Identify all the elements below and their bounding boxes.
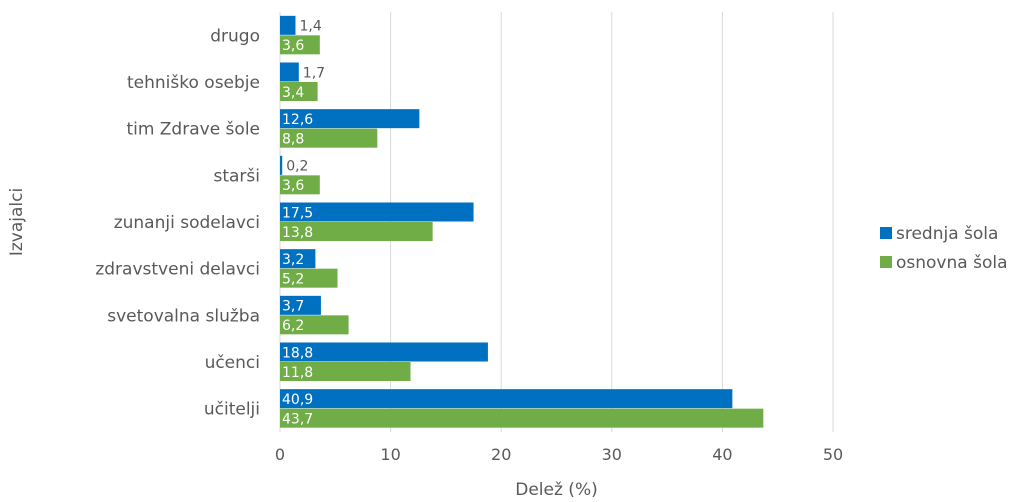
value-label: 0,2 bbox=[286, 159, 308, 175]
legend-label-1: osnovna šola bbox=[896, 253, 1008, 273]
bar-osnovna-2 bbox=[280, 128, 378, 148]
bar-osnovna-3 bbox=[280, 175, 320, 195]
bar-srednja-5 bbox=[280, 249, 316, 269]
bar-osnovna-1 bbox=[280, 82, 318, 101]
category-label: zdravstveni delavci bbox=[95, 260, 260, 280]
bar-osnovna-7 bbox=[280, 362, 411, 381]
category-label: starši bbox=[213, 166, 260, 186]
bar-osnovna-4 bbox=[280, 222, 433, 241]
x-tick-labels: 0 10 20 30 40 50 bbox=[275, 445, 843, 464]
legend-label-0: srednja šola bbox=[896, 224, 998, 244]
x-tick-label-0: 0 bbox=[275, 445, 285, 464]
x-tick-label-2: 20 bbox=[491, 445, 511, 464]
value-label: 17,5 bbox=[282, 205, 313, 221]
value-label: 1,7 bbox=[303, 65, 325, 81]
value-label: 3,2 bbox=[282, 252, 304, 268]
bar-osnovna-6 bbox=[280, 315, 349, 335]
category-label: tehniško osebje bbox=[127, 73, 260, 93]
category-label: svetovalna služba bbox=[107, 306, 260, 326]
category-label: tim Zdrave šole bbox=[126, 120, 260, 140]
bar-osnovna-0 bbox=[280, 35, 320, 55]
y-axis-title: Izvajalci bbox=[7, 188, 27, 256]
bar-osnovna-8 bbox=[280, 408, 764, 428]
value-label: 3,6 bbox=[282, 38, 304, 54]
category-labels: drugo tehniško osebje tim Zdrave šole starš… bbox=[95, 26, 260, 419]
x-tick-label-3: 30 bbox=[602, 445, 622, 464]
value-label: 1,4 bbox=[299, 19, 321, 35]
bar-srednja-6 bbox=[280, 295, 321, 315]
category-label: učitelji bbox=[204, 400, 260, 420]
category-label: drugo bbox=[210, 26, 260, 46]
bar-osnovna-5 bbox=[280, 268, 338, 288]
value-label: 13,8 bbox=[282, 225, 313, 241]
category-label: zunanji sodelavci bbox=[114, 213, 260, 233]
category-label: učenci bbox=[205, 353, 260, 373]
value-label: 12,6 bbox=[282, 112, 313, 128]
value-label: 8,8 bbox=[282, 131, 304, 147]
value-label: 11,8 bbox=[282, 365, 313, 381]
value-label: 6,2 bbox=[282, 318, 304, 334]
value-label: 43,7 bbox=[282, 411, 313, 427]
legend-swatch-0 bbox=[880, 227, 892, 239]
x-tick-label-4: 40 bbox=[712, 445, 732, 464]
bars: 1,4 3,6 1,7 3,4 12,6 8,8 0,2 3,6 17,5 13,8 3,2 5,2 3… bbox=[280, 15, 764, 428]
legend-swatch-1 bbox=[880, 256, 892, 268]
bar-srednja-3 bbox=[280, 155, 283, 175]
legend: srednja šola osnovna šola bbox=[880, 224, 1008, 273]
bar-srednja-8 bbox=[280, 389, 733, 409]
x-tick-label-1: 10 bbox=[380, 445, 400, 464]
value-label: 3,4 bbox=[282, 85, 304, 101]
value-label: 5,2 bbox=[282, 271, 304, 287]
bar-srednja-4 bbox=[280, 202, 474, 222]
x-axis-title: Delež (%) bbox=[515, 480, 597, 500]
bar-srednja-7 bbox=[280, 342, 488, 362]
bar-srednja-0 bbox=[280, 15, 296, 35]
value-label: 3,7 bbox=[282, 299, 304, 315]
x-tick-label-5: 50 bbox=[823, 445, 843, 464]
bar-srednja-1 bbox=[280, 62, 299, 82]
value-label: 18,8 bbox=[282, 345, 313, 361]
value-label: 3,6 bbox=[282, 178, 304, 194]
value-label: 40,9 bbox=[282, 392, 313, 408]
bar-srednja-2 bbox=[280, 109, 420, 129]
